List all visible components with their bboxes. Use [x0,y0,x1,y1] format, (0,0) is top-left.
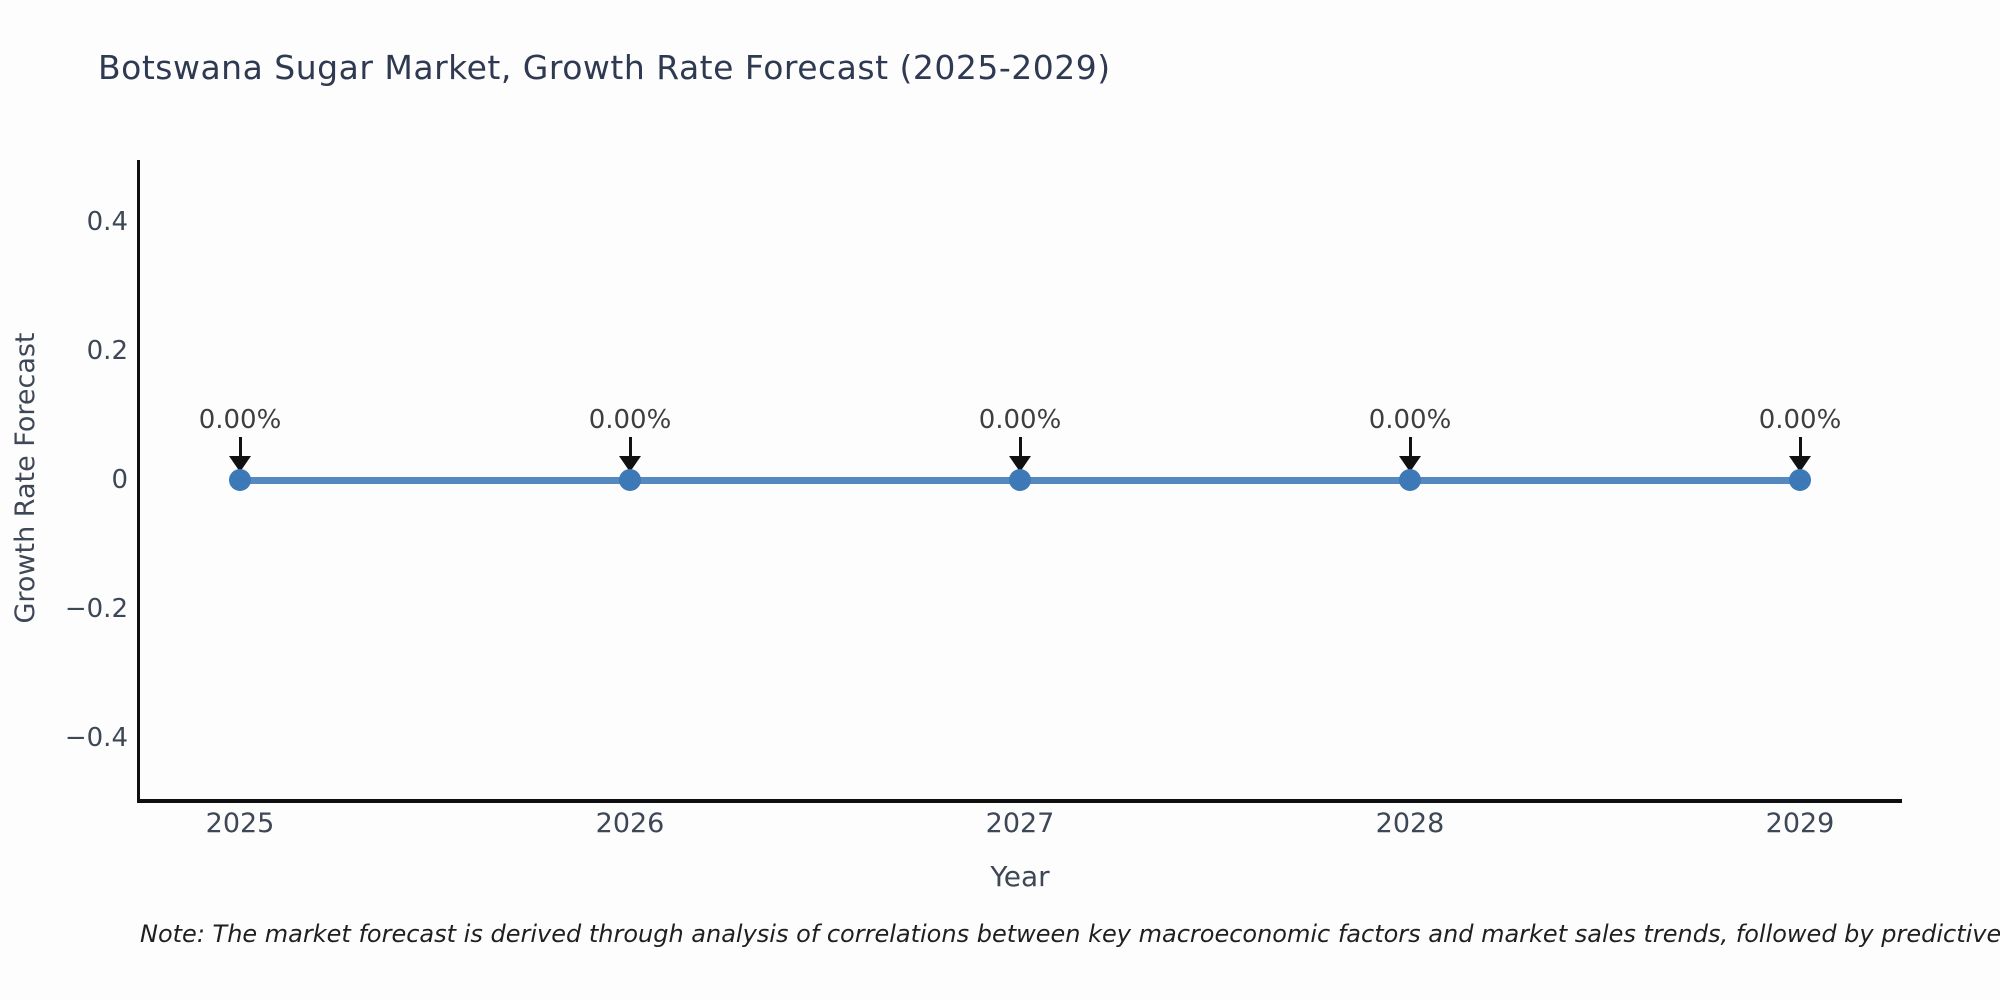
data-point-label: 0.00% [1758,405,1842,435]
y-tick-label: 0 [111,465,128,495]
y-tick-label: −0.4 [64,723,128,753]
data-point-marker [1009,469,1031,491]
y-tick-label: 0.2 [86,336,128,366]
data-point-label: 0.00% [198,405,282,435]
annotation-arrow-head-icon [619,456,641,472]
footnote: Note: The market forecast is derived thr… [140,920,2000,948]
annotation-arrow-head-icon [1789,456,1811,472]
annotation-arrow-shaft [1408,437,1412,458]
data-point-marker [1789,469,1811,491]
annotation-arrow-shaft [1798,437,1802,458]
data-point-marker [619,469,641,491]
x-tick-label: 2027 [985,808,1055,839]
data-point-marker [1399,469,1421,491]
annotation-arrow-shaft [238,437,242,458]
x-tick-label: 2029 [1765,808,1835,839]
annotation-arrow-shaft [628,437,632,458]
annotation-arrow-head-icon [1399,456,1421,472]
y-tick-label: 0.4 [86,207,128,237]
data-point-label: 0.00% [1368,405,1452,435]
annotation-arrow-shaft [1018,437,1022,458]
data-point-label: 0.00% [978,405,1062,435]
data-point-marker [229,469,251,491]
chart-title: Botswana Sugar Market, Growth Rate Forec… [98,48,1111,87]
x-tick-label: 2028 [1375,808,1445,839]
x-tick-label: 2026 [595,808,665,839]
x-tick-label: 2025 [205,808,275,839]
data-point-label: 0.00% [588,405,672,435]
y-axis-line [137,160,140,803]
annotation-arrow-head-icon [229,456,251,472]
annotation-arrow-head-icon [1009,456,1031,472]
x-axis-title: Year [990,860,1050,893]
y-tick-label: −0.2 [64,594,128,624]
y-axis-title: Growth Rate Forecast [10,332,41,624]
x-axis-line [137,799,1902,803]
